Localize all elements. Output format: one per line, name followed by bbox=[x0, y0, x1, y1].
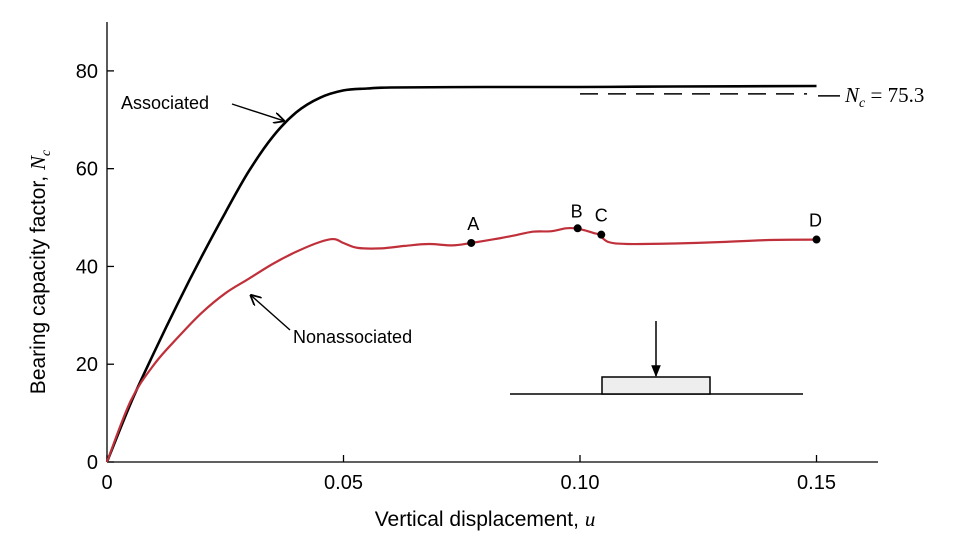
footing-inset bbox=[510, 321, 803, 395]
point-a bbox=[467, 238, 476, 247]
y-tick-label: 20 bbox=[76, 354, 98, 376]
annotation-associated: Associated bbox=[121, 93, 209, 113]
y-tick-label: 0 bbox=[87, 452, 98, 474]
series-line-associated bbox=[105, 84, 817, 463]
annotation-associated-arrow bbox=[231, 103, 284, 121]
y-axis-label: Bearing capacity factor, Nc bbox=[26, 149, 54, 394]
y-tick-label: 80 bbox=[76, 61, 98, 83]
x-tick-label: 0.15 bbox=[797, 472, 836, 494]
point-label-b: B bbox=[571, 201, 583, 221]
marked-points: A B C D bbox=[467, 201, 822, 247]
x-tick-label: 0 bbox=[101, 472, 112, 494]
tick-group: 0 0.05 0.10 0.15 0 20 40 60 80 bbox=[76, 61, 836, 494]
point-c bbox=[597, 230, 606, 239]
y-tick-label: 40 bbox=[76, 256, 98, 278]
annotation-nonassociated: Nonassociated bbox=[293, 327, 412, 347]
footing-block bbox=[601, 376, 711, 395]
point-label-a: A bbox=[467, 214, 479, 234]
point-label-d: D bbox=[809, 211, 822, 231]
series-line-nonassociated bbox=[105, 226, 817, 463]
x-axis-label: Vertical displacement, u bbox=[375, 507, 596, 531]
reference-label: Nc = 75.3 bbox=[844, 83, 924, 111]
point-b bbox=[573, 224, 582, 233]
point-d bbox=[812, 235, 821, 244]
y-tick-label: 60 bbox=[76, 159, 98, 181]
x-tick-label: 0.05 bbox=[324, 472, 363, 494]
x-tick-label: 0.10 bbox=[561, 472, 600, 494]
point-label-c: C bbox=[595, 206, 608, 226]
annotation-nonassociated-arrow bbox=[251, 295, 291, 331]
